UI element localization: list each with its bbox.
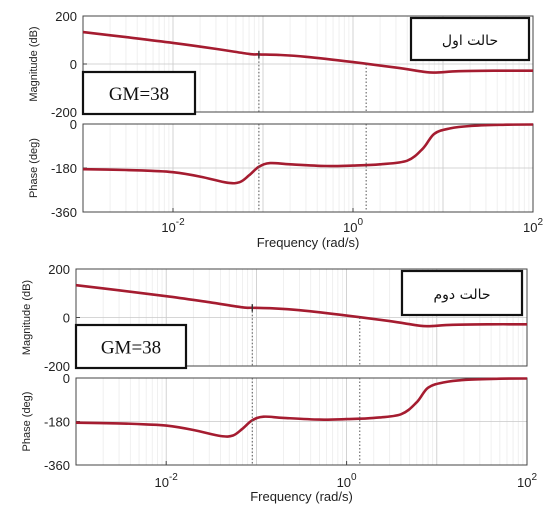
case-label: حالت دوم xyxy=(433,287,490,303)
phase-series-line xyxy=(82,123,534,185)
phase-ytick-label: -360 xyxy=(51,205,77,220)
gain-margin-box xyxy=(81,70,197,116)
magnitude-ytick-label: -200 xyxy=(51,105,77,120)
xtick-label: 102 xyxy=(517,472,537,490)
phase-ylabel: Phase (deg) xyxy=(28,138,40,198)
magnitude-grid xyxy=(83,16,533,112)
margin-markers xyxy=(258,50,367,212)
xtick-label: 102 xyxy=(523,217,543,235)
x-axis-label: Frequency (rad/s) xyxy=(257,235,360,250)
magnitude-ytick-label: 0 xyxy=(70,57,77,72)
xtick-exponent: -2 xyxy=(169,472,178,483)
phase-ytick-label: 0 xyxy=(63,371,70,386)
xtick-exponent: 2 xyxy=(537,217,543,228)
magnitude-series-line xyxy=(82,30,534,74)
phase-ytick-label: -180 xyxy=(44,415,70,430)
gain-margin-box xyxy=(74,323,188,370)
xtick-base: 10 xyxy=(523,220,537,235)
case-label-box xyxy=(400,269,524,317)
case-label-box xyxy=(409,16,531,62)
xtick-exponent: 0 xyxy=(351,472,357,483)
xtick-exponent: 0 xyxy=(357,217,363,228)
case-label: حالت اول xyxy=(442,33,498,49)
xtick-label: 100 xyxy=(337,472,357,490)
xtick-label: 100 xyxy=(343,217,363,235)
xtick-base: 10 xyxy=(517,475,531,490)
xtick-base: 10 xyxy=(343,220,357,235)
magnitude-ylabel: Magnitude (dB) xyxy=(21,280,33,355)
phase-ylabel: Phase (deg) xyxy=(21,392,33,452)
gain-margin-label: GM=38 xyxy=(109,84,169,105)
magnitude-ytick-label: 0 xyxy=(63,311,70,326)
xtick-label: 10-2 xyxy=(161,217,185,235)
magnitude-ytick-label: 200 xyxy=(48,262,70,277)
magnitude-series-line xyxy=(75,283,528,328)
xtick-base: 10 xyxy=(161,220,175,235)
phase-axes: 0 -180 -360 Phase (deg) xyxy=(21,371,528,473)
margin-markers xyxy=(251,304,361,465)
magnitude-ytick-label: 200 xyxy=(55,9,77,24)
phase-ytick-label: -360 xyxy=(44,458,70,473)
xtick-exponent: 2 xyxy=(531,472,537,483)
phase-grid xyxy=(83,124,533,212)
magnitude-ylabel: Magnitude (dB) xyxy=(28,26,40,101)
xtick-exponent: -2 xyxy=(176,217,185,228)
xtick-label: 10-2 xyxy=(155,472,179,490)
gain-margin-label: GM=38 xyxy=(101,338,161,359)
phase-axes: 0 -180 -360 Phase (deg) xyxy=(28,117,534,220)
phase-series-line xyxy=(75,377,528,438)
phase-ytick-label: -180 xyxy=(51,161,77,176)
phase-grid xyxy=(76,378,527,465)
xtick-base: 10 xyxy=(337,475,351,490)
x-axis-label: Frequency (rad/s) xyxy=(250,489,353,504)
phase-ytick-label: 0 xyxy=(70,117,77,132)
xtick-base: 10 xyxy=(155,475,169,490)
magnitude-ytick-label: -200 xyxy=(44,359,70,374)
